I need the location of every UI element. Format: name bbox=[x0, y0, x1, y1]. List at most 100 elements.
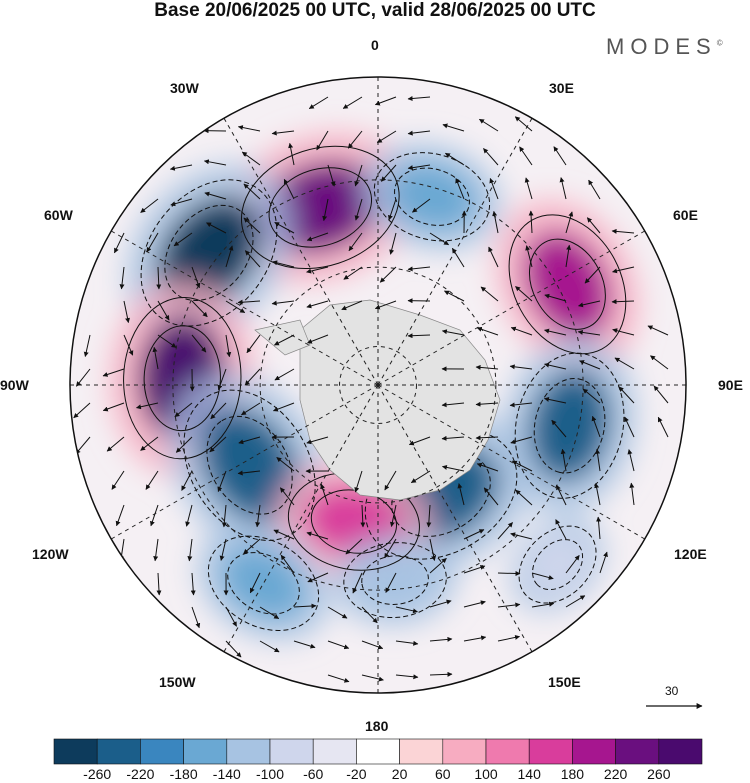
wind-vector bbox=[544, 328, 567, 336]
wind-vector bbox=[288, 142, 295, 166]
colorbar-tick-label: -220 bbox=[126, 766, 155, 782]
wind-vector bbox=[560, 448, 567, 472]
wind-vector bbox=[280, 554, 295, 574]
wind-vector bbox=[145, 470, 159, 490]
height-contour bbox=[343, 542, 447, 619]
wind-vector bbox=[225, 300, 246, 314]
label-lon-150e: 150E bbox=[548, 674, 581, 690]
wind-vector bbox=[157, 334, 177, 348]
wind-vector bbox=[243, 538, 261, 555]
wind-vector bbox=[274, 368, 295, 381]
wind-vector bbox=[243, 217, 261, 234]
wind-vector bbox=[274, 221, 295, 234]
wind-vector bbox=[559, 177, 567, 200]
wind-vector bbox=[577, 329, 601, 336]
height-contour bbox=[373, 152, 491, 242]
wind-vector bbox=[514, 116, 533, 132]
wind-vector bbox=[457, 483, 465, 506]
wind-vector bbox=[445, 152, 465, 166]
meridian-line bbox=[377, 384, 645, 540]
wind-vector bbox=[115, 504, 125, 527]
colorbar-swatch bbox=[485, 738, 530, 765]
colorbar-swatch bbox=[442, 738, 487, 765]
wind-vector bbox=[206, 222, 227, 234]
height-contour bbox=[533, 378, 606, 474]
wind-vector bbox=[225, 640, 242, 658]
wind-vector bbox=[556, 484, 567, 506]
wind-vector bbox=[510, 326, 533, 336]
brand-logo: MODES© bbox=[606, 34, 723, 59]
wind-vector bbox=[271, 300, 295, 306]
map-border bbox=[69, 76, 687, 694]
wind-vector bbox=[582, 388, 601, 404]
wind-vector bbox=[483, 148, 499, 166]
negative-anomaly bbox=[221, 547, 306, 620]
wind-vector bbox=[75, 436, 91, 455]
wind-vector bbox=[594, 482, 601, 506]
wind-vector bbox=[442, 123, 465, 132]
wind-vector bbox=[488, 246, 499, 268]
wind-vector bbox=[308, 96, 329, 110]
wind-vector bbox=[441, 402, 465, 408]
wind-vector bbox=[443, 290, 465, 302]
wind-vector bbox=[342, 96, 363, 109]
wind-vector bbox=[380, 164, 397, 182]
wind-vector bbox=[243, 183, 261, 200]
latitude-circle bbox=[172, 179, 584, 591]
wind-vector bbox=[191, 334, 207, 353]
wind-vector bbox=[374, 300, 397, 310]
colorbar-tick-label: -60 bbox=[303, 766, 324, 782]
wind-vector bbox=[191, 606, 201, 629]
graticule bbox=[70, 77, 686, 693]
wind-vector bbox=[119, 266, 125, 290]
label-lon-120e: 120E bbox=[674, 546, 707, 562]
wind-vector bbox=[599, 551, 608, 574]
colorbar-swatch bbox=[572, 738, 616, 765]
meridian-line bbox=[223, 384, 379, 652]
wind-vector bbox=[316, 130, 329, 151]
wind-vector bbox=[395, 674, 419, 680]
colorbar-swatch bbox=[312, 738, 357, 765]
height-contour bbox=[532, 539, 584, 591]
wind-vector bbox=[441, 329, 465, 336]
wind-vector bbox=[111, 470, 125, 490]
wind-vector bbox=[169, 164, 193, 171]
wind-vector bbox=[492, 210, 499, 234]
colorbar-tick-label: -180 bbox=[169, 766, 198, 782]
meridian-line bbox=[111, 384, 379, 540]
positive-anomaly bbox=[523, 230, 612, 338]
wind-vector bbox=[385, 572, 397, 593]
colorbar-swatch bbox=[96, 738, 141, 765]
label-lon-0: 0 bbox=[371, 37, 379, 53]
wind-vector bbox=[279, 487, 295, 506]
wind-vector bbox=[259, 640, 280, 653]
wind-vector bbox=[511, 460, 533, 472]
wind-vector bbox=[544, 362, 567, 370]
wind-vector bbox=[360, 504, 366, 528]
wind-vector bbox=[246, 334, 261, 354]
wind-vector bbox=[190, 572, 196, 596]
wind-vector bbox=[102, 402, 125, 412]
wind-vector bbox=[407, 96, 431, 102]
wind-vector bbox=[225, 606, 237, 627]
colorbar-tick-label: 100 bbox=[474, 766, 498, 782]
wind-vector bbox=[343, 266, 363, 280]
wind-vector bbox=[653, 385, 669, 404]
wind-vector bbox=[241, 151, 261, 166]
wind-vector bbox=[596, 516, 602, 540]
wind-vector bbox=[322, 198, 329, 222]
wind-vector bbox=[209, 436, 227, 453]
wind-vector bbox=[225, 334, 232, 358]
wind-vector bbox=[306, 300, 329, 309]
meridian-line bbox=[111, 230, 379, 386]
wind-vector bbox=[238, 436, 261, 445]
wind-vector bbox=[595, 448, 601, 472]
negative-anomaly bbox=[387, 163, 477, 230]
wind-vector bbox=[354, 164, 363, 187]
wind-vector bbox=[273, 529, 295, 540]
wind-vector bbox=[476, 462, 499, 472]
wind-vector bbox=[354, 198, 363, 221]
height-contour bbox=[143, 325, 221, 432]
wind-vector bbox=[475, 401, 499, 407]
